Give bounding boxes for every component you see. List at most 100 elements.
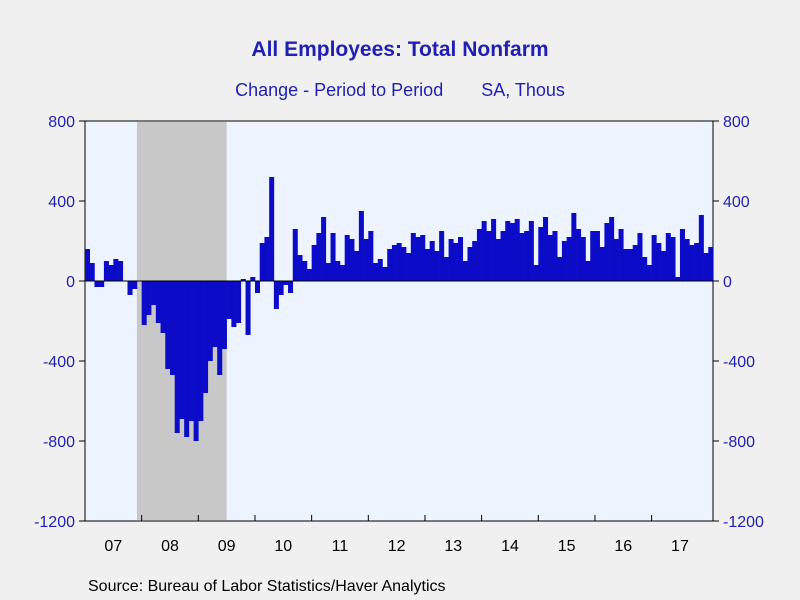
bar bbox=[330, 233, 336, 281]
bar bbox=[325, 263, 331, 281]
bar bbox=[212, 281, 218, 347]
bar bbox=[694, 243, 700, 281]
bar bbox=[604, 223, 610, 281]
bar bbox=[448, 239, 454, 281]
x-tick-label: 08 bbox=[161, 538, 179, 555]
x-tick-label: 15 bbox=[558, 538, 576, 555]
bar bbox=[585, 261, 591, 281]
bar bbox=[703, 253, 709, 281]
x-tick-label: 16 bbox=[614, 538, 632, 555]
bar bbox=[618, 229, 624, 281]
y-tick-label: -400 bbox=[43, 354, 75, 371]
bar bbox=[651, 235, 657, 281]
bar bbox=[391, 245, 397, 281]
y-axis-right: 800 400 0 -400 -800 -1200 bbox=[713, 114, 764, 531]
bar bbox=[491, 219, 497, 281]
bar bbox=[264, 237, 270, 281]
subtitle-right: SA, Thous bbox=[481, 80, 565, 100]
bar bbox=[429, 241, 435, 281]
bar bbox=[420, 235, 426, 281]
bar bbox=[481, 221, 487, 281]
y-tick-label: 800 bbox=[48, 114, 75, 131]
bar bbox=[415, 237, 421, 281]
bar bbox=[396, 243, 402, 281]
x-tick-label: 07 bbox=[104, 538, 122, 555]
bar bbox=[297, 255, 303, 281]
bar bbox=[85, 249, 91, 281]
bar bbox=[689, 245, 695, 281]
bar bbox=[665, 233, 671, 281]
x-tick-label: 10 bbox=[274, 538, 292, 555]
bar bbox=[302, 261, 308, 281]
bar bbox=[368, 231, 374, 281]
y-tick-label: 400 bbox=[48, 194, 75, 211]
bar bbox=[240, 279, 246, 281]
x-axis: 07 08 09 10 11 12 13 14 15 16 17 bbox=[104, 515, 689, 555]
bar bbox=[231, 281, 237, 327]
bar bbox=[576, 229, 582, 281]
bar bbox=[670, 237, 676, 281]
bar bbox=[486, 231, 492, 281]
bar bbox=[99, 281, 105, 287]
x-tick-label: 13 bbox=[444, 538, 462, 555]
bar bbox=[207, 281, 213, 361]
bar bbox=[656, 243, 662, 281]
bar-series bbox=[85, 177, 714, 441]
bar bbox=[373, 263, 379, 281]
bar bbox=[458, 237, 464, 281]
bar bbox=[613, 239, 619, 281]
bar bbox=[472, 241, 478, 281]
x-tick-label: 11 bbox=[332, 538, 349, 555]
bar bbox=[278, 281, 284, 295]
bar bbox=[637, 233, 643, 281]
bar bbox=[500, 231, 506, 281]
bar bbox=[566, 237, 572, 281]
bar bbox=[363, 239, 369, 281]
bar bbox=[623, 249, 629, 281]
bar bbox=[354, 251, 360, 281]
bar bbox=[538, 227, 544, 281]
bar bbox=[155, 281, 161, 323]
bar bbox=[495, 239, 501, 281]
bar bbox=[269, 177, 275, 281]
bar bbox=[476, 229, 482, 281]
bar bbox=[628, 249, 634, 281]
bar bbox=[533, 265, 539, 281]
bar bbox=[661, 251, 667, 281]
bar bbox=[424, 249, 430, 281]
chart-title: All Employees: Total Nonfarm bbox=[251, 38, 549, 61]
bar bbox=[226, 281, 232, 319]
bar bbox=[221, 281, 227, 349]
bar bbox=[543, 217, 549, 281]
bar bbox=[599, 247, 605, 281]
bar bbox=[254, 281, 260, 293]
y-tick-label: -1200 bbox=[34, 514, 75, 531]
bar bbox=[160, 281, 166, 333]
bar bbox=[288, 281, 294, 293]
bar bbox=[439, 231, 445, 281]
subtitle-left: Change - Period to Period bbox=[235, 80, 444, 100]
y-tick-label: 0 bbox=[66, 274, 75, 291]
bar bbox=[594, 231, 600, 281]
bar bbox=[259, 243, 265, 281]
bar bbox=[387, 249, 393, 281]
x-tick-label: 14 bbox=[501, 538, 519, 555]
bar bbox=[358, 211, 364, 281]
y-tick-label: 400 bbox=[723, 194, 750, 211]
bar bbox=[316, 233, 322, 281]
bar bbox=[198, 281, 204, 421]
bar bbox=[547, 235, 553, 281]
bar bbox=[113, 259, 119, 281]
bar bbox=[217, 281, 223, 375]
bar bbox=[250, 277, 256, 281]
bar bbox=[311, 245, 317, 281]
bar bbox=[708, 247, 714, 281]
bar bbox=[505, 221, 511, 281]
chart-subtitle: Change - Period to Period SA, Thous bbox=[0, 80, 800, 101]
bar bbox=[571, 213, 577, 281]
bar bbox=[679, 229, 685, 281]
bar bbox=[179, 281, 185, 419]
bar bbox=[561, 241, 567, 281]
bar bbox=[675, 277, 681, 281]
